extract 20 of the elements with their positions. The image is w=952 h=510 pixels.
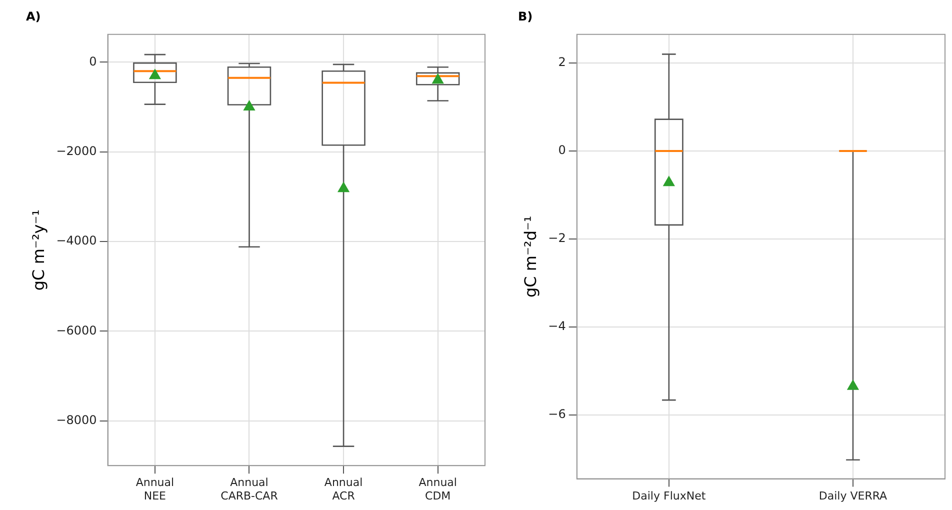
y-tick-label: −6 bbox=[548, 407, 566, 422]
y-tick-label: −4000 bbox=[56, 234, 97, 248]
x-tick-label: Annual CARB-CAR bbox=[220, 476, 278, 502]
y-tick-label: −4 bbox=[548, 319, 566, 334]
y-tick-label: 0 bbox=[89, 54, 97, 68]
y-tick-label: 0 bbox=[558, 143, 566, 158]
x-tick-label: Annual ACR bbox=[324, 476, 363, 502]
x-tick-label: Annual CDM bbox=[418, 476, 457, 502]
x-tick-label: Daily FluxNet bbox=[632, 489, 706, 502]
y-tick-label: −6000 bbox=[56, 323, 97, 338]
y-tick-label: 2 bbox=[558, 55, 566, 70]
y-tick-label: −2 bbox=[548, 231, 566, 246]
y-tick-label: −8000 bbox=[56, 412, 97, 427]
y-axis-title: gC m⁻²y⁻¹ bbox=[28, 209, 48, 291]
x-tick-label: Daily VERRA bbox=[818, 489, 888, 502]
y-axis-title: gC m⁻²d⁻¹ bbox=[520, 216, 540, 298]
y-tick-label: −2000 bbox=[56, 144, 97, 158]
chart-title: B) bbox=[518, 9, 533, 24]
x-tick-label: Annual NEE bbox=[136, 476, 174, 502]
chart-title: A) bbox=[26, 9, 41, 24]
